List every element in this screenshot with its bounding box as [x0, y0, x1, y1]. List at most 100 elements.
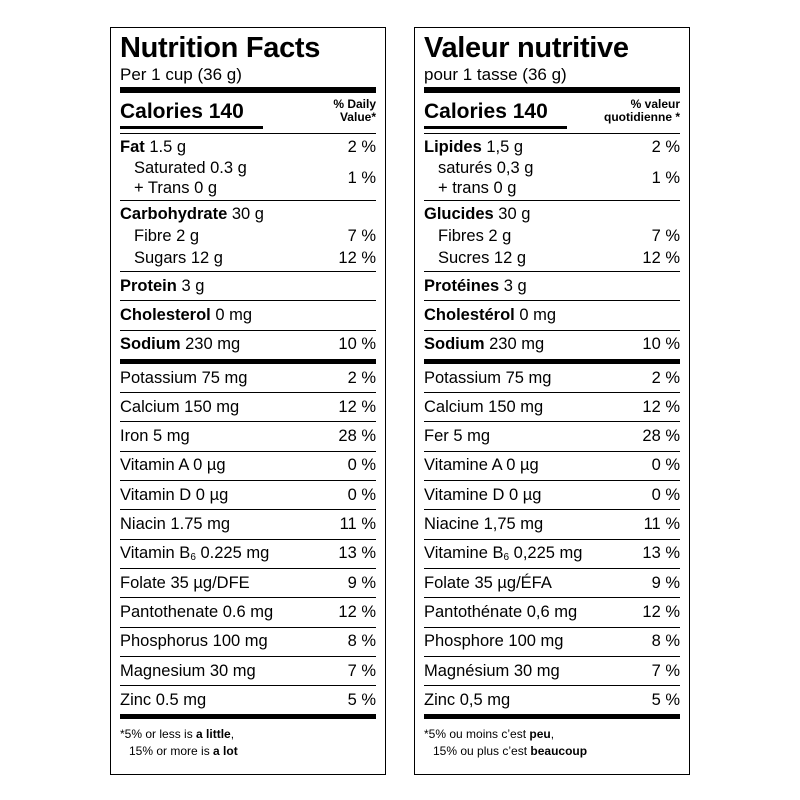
micronutrient-label: Zinc 0,5 mg: [424, 690, 511, 709]
carbohydrate-name: Glucides: [424, 205, 494, 223]
micronutrient-label: Potassium 75 mg: [120, 368, 248, 387]
micronutrient-dv: 0 %: [347, 485, 376, 504]
carbohydrate-block: Glucides 30 g Fibres 2 g 7 % Sucres 12 g…: [424, 201, 680, 271]
sodium-dv: 10 %: [642, 335, 680, 354]
micronutrient-label: Vitamin D 0 µg: [120, 485, 229, 504]
micronutrient-label: Zinc 0.5 mg: [120, 690, 207, 709]
sat-trans-dv: 1 %: [651, 168, 680, 187]
sugars-label: Sucres 12 g: [438, 249, 527, 267]
divider: [424, 509, 680, 511]
divider: [424, 626, 680, 628]
micronutrient-dv: 0 %: [347, 456, 376, 475]
carbohydrate-row: Glucides 30 g: [424, 203, 680, 225]
divider: [120, 271, 376, 272]
divider: [120, 685, 376, 687]
micronutrient-dv: 11 %: [339, 515, 376, 534]
footnote-line2: 15% ou plus c’est beaucoup: [424, 743, 680, 760]
micronutrient-dv: 2 %: [651, 368, 680, 387]
micronutrient-label: Folate 35 µg/DFE: [120, 573, 250, 592]
micronutrient-row: Calcium 150 mg 12 %: [120, 393, 376, 421]
carbohydrate-amount: 30 g: [498, 205, 531, 223]
protein-amount: 3 g: [503, 276, 527, 295]
micronutrient-row: Vitamine B6 0,225 mg 13 %: [424, 540, 680, 568]
micronutrient-list: Potassium 75 mg 2 % Calcium 150 mg 12 % Ir…: [120, 364, 376, 715]
micronutrient-label: Vitamine D 0 µg: [424, 485, 542, 504]
protein-name: Protein: [120, 276, 177, 295]
micronutrient-dv: 11 %: [643, 515, 680, 534]
sodium-name: Sodium: [120, 335, 181, 354]
divider: [120, 450, 376, 452]
micronutrient-label: Fer 5 mg: [424, 427, 491, 446]
daily-value-header: % valeur quotidienne *: [604, 98, 680, 124]
footnote-text: 15% ou plus c’est: [433, 744, 531, 759]
micronutrient-row: Magnesium 30 mg 7 %: [120, 657, 376, 685]
calories-row: Calories 140 % Daily Value*: [120, 93, 376, 133]
sat-trans-group: saturés 0,3 g + trans 0 g 1 %: [424, 158, 680, 198]
divider: [120, 655, 376, 657]
daily-value-header: % Daily Value*: [333, 98, 376, 124]
divider: [120, 509, 376, 511]
micronutrient-dv: 28 %: [642, 427, 680, 446]
micronutrient-row: Potassium 75 mg 2 %: [424, 364, 680, 392]
saturated-label: Saturated 0.3 g: [134, 159, 247, 177]
divider: [424, 421, 680, 423]
footnote-line2: 15% or more is a lot: [120, 743, 376, 760]
micronutrient-row: Potassium 75 mg 2 %: [120, 364, 376, 392]
divider: [424, 329, 680, 331]
carbohydrate-amount: 30 g: [231, 205, 264, 223]
sat-trans-dv: 1 %: [347, 168, 376, 187]
fibre-dv: 7 %: [651, 227, 680, 245]
micronutrient-row: Phosphorus 100 mg 8 %: [120, 628, 376, 656]
micronutrient-label: Phosphore 100 mg: [424, 632, 564, 651]
nutrition-facts-panel-english: Nutrition Facts Per 1 cup (36 g) Calorie…: [110, 27, 386, 775]
micronutrient-label: Potassium 75 mg: [424, 368, 552, 387]
micronutrient-label: Magnesium 30 mg: [120, 661, 256, 680]
divider: [424, 300, 680, 302]
sodium-row: Sodium 230 mg 10 %: [120, 331, 376, 359]
protein-row: Protéines 3 g: [424, 272, 680, 300]
fat-block: Fat 1.5 g 2 % Saturated 0.3 g + Trans 0 …: [120, 134, 376, 200]
carbohydrate-block: Carbohydrate 30 g Fibre 2 g 7 % Sugars 1…: [120, 201, 376, 271]
calories-row: Calories 140 % valeur quotidienne *: [424, 93, 680, 133]
calories-text: Calories 140: [120, 100, 244, 124]
calories-value: 140: [208, 100, 244, 123]
dv-header-line2: Value*: [339, 110, 376, 124]
fat-amount: 1.5 g: [149, 138, 187, 156]
cholesterol-amount: 0 mg: [215, 305, 253, 324]
footnote-text: ,: [550, 727, 555, 742]
micronutrient-dv: 8 %: [651, 632, 680, 651]
footnote-emphasis: a little: [196, 727, 231, 742]
divider: [120, 567, 376, 569]
thick-rule: [120, 87, 376, 93]
micronutrient-dv: 5 %: [347, 690, 376, 709]
divider: [424, 392, 680, 394]
sat-trans-group: Saturated 0.3 g + Trans 0 g 1 %: [120, 158, 376, 198]
saturated-label: saturés 0,3 g: [438, 159, 534, 177]
serving-size: Per 1 cup (36 g): [120, 65, 242, 84]
micronutrient-label: Vitamine B6 0,225 mg: [424, 544, 582, 563]
footnote-emphasis: peu: [529, 727, 551, 742]
sodium-dv: 10 %: [338, 335, 376, 354]
divider: [424, 538, 680, 540]
dv-header-line1: % Daily: [333, 97, 376, 111]
micronutrient-row: Folate 35 µg/DFE 9 %: [120, 569, 376, 597]
panel-title: Valeur nutritive: [424, 32, 629, 64]
micronutrient-row: Pantothenate 0.6 mg 12 %: [120, 598, 376, 626]
micronutrient-row: Vitamine A 0 µg 0 %: [424, 452, 680, 480]
fibre-label: Fibre 2 g: [134, 227, 200, 245]
micronutrient-label: Magnésium 30 mg: [424, 661, 560, 680]
sugars-dv: 12 %: [338, 249, 376, 267]
dv-header-line1: % valeur: [630, 97, 680, 111]
label-part: 0.225 mg: [195, 544, 270, 563]
micronutrient-dv: 12 %: [338, 602, 376, 621]
micronutrient-dv: 5 %: [651, 690, 680, 709]
micronutrient-label: Vitamin B6 0.225 mg: [120, 544, 269, 563]
fat-block: Lipides 1,5 g 2 % saturés 0,3 g + trans …: [424, 134, 680, 200]
micronutrient-label: Pantothenate 0.6 mg: [120, 602, 274, 621]
trans-label: + Trans 0 g: [134, 179, 218, 197]
footnote-emphasis: beaucoup: [530, 744, 588, 759]
micronutrient-row: Vitamin B6 0.225 mg 13 %: [120, 540, 376, 568]
divider: [424, 685, 680, 687]
fat-dv: 2 %: [651, 138, 680, 156]
thick-rule: [424, 358, 680, 364]
